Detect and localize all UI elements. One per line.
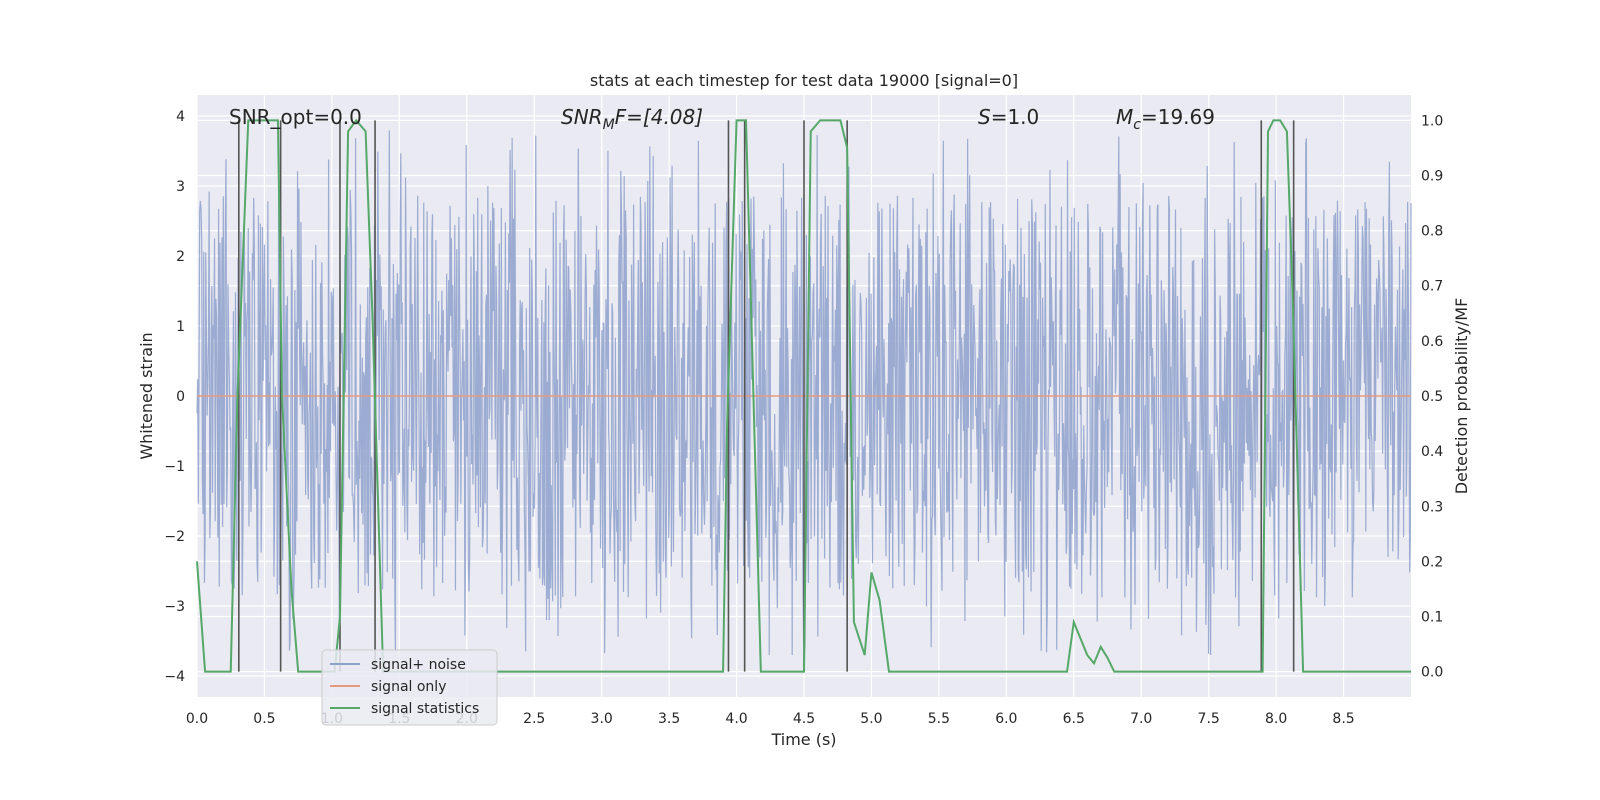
y-tick-label-right: 0.6: [1421, 334, 1443, 350]
y-tick-label-right: 0.8: [1421, 224, 1443, 240]
x-tick-label: 7.5: [1198, 711, 1220, 727]
series-signal-statistics: [196, 118, 1411, 673]
x-tick-label: 5.0: [860, 711, 882, 727]
y-tick-label-right: 0.3: [1421, 499, 1443, 515]
y-tick-label-left: −1: [164, 459, 185, 475]
y-tick-label-right: 0.2: [1421, 554, 1443, 570]
x-axis-label: Time (s): [770, 730, 836, 749]
y-tick-label-left: 4: [176, 109, 185, 125]
annotation-mc: Mc=19.69: [1116, 105, 1215, 133]
chart-title: stats at each timestep for test data 190…: [590, 71, 1018, 90]
y-tick-label-right: 0.5: [1421, 389, 1443, 405]
legend-label-signal-only: signal only: [371, 679, 446, 695]
y-axis-label-left: Whitened strain: [137, 332, 156, 459]
x-tick-label: 8.5: [1332, 711, 1354, 727]
x-tick-label: 8.0: [1265, 711, 1287, 727]
y-tick-label-left: −2: [164, 529, 185, 545]
y-tick-label-left: 1: [176, 319, 185, 335]
y-tick-label-right: 1.0: [1421, 113, 1443, 129]
y-tick-label-right: 0.7: [1421, 279, 1443, 295]
legend-label-signal-plus-noise: signal+ noise: [371, 657, 466, 673]
x-tick-label: 3.0: [591, 711, 613, 727]
y-tick-label-left: 0: [176, 389, 185, 405]
x-tick-label: 4.0: [725, 711, 747, 727]
y-tick-label-right: 0.4: [1421, 444, 1443, 460]
y-axis-label-right: Detection probability/MF: [1452, 298, 1471, 495]
x-tick-label: 2.5: [523, 711, 545, 727]
x-tick-label: 5.5: [928, 711, 950, 727]
x-tick-label: 0.5: [253, 711, 275, 727]
x-tick-label: 4.5: [793, 711, 815, 727]
y-tick-label-left: 3: [176, 179, 185, 195]
y-tick-labels-right: 1.0 0.9 0.8 0.7 0.6 0.5 0.4 0.3 0.2 0.1 0.0: [1421, 113, 1443, 680]
annotation-snr-opt: SNR_opt=0.0: [229, 105, 362, 129]
x-tick-label: 0.0: [186, 711, 208, 727]
legend-box: [321, 649, 498, 726]
y-tick-label-left: −3: [164, 599, 185, 615]
x-tick-label: 6.0: [995, 711, 1017, 727]
legend: signal+ noise signal only signal statist…: [321, 649, 498, 726]
x-tick-label: 6.5: [1063, 711, 1085, 727]
y-tick-labels-left: 4 3 2 1 0 −1 −2 −3 −4: [164, 109, 185, 685]
y-tick-label-right: 0.0: [1421, 665, 1443, 681]
y-tick-label-right: 0.1: [1421, 610, 1443, 626]
y-tick-label-right: 0.9: [1421, 168, 1443, 184]
x-tick-label: 7.0: [1130, 711, 1152, 727]
y-tick-label-left: 2: [176, 249, 185, 265]
legend-label-signal-statistics: signal statistics: [371, 701, 479, 717]
annotation-snr-mf: SNRMF=[4.08]: [561, 105, 703, 133]
x-tick-label: 3.5: [658, 711, 680, 727]
annotation-s: S=1.0: [978, 105, 1039, 129]
y-tick-label-left: −4: [164, 669, 185, 685]
